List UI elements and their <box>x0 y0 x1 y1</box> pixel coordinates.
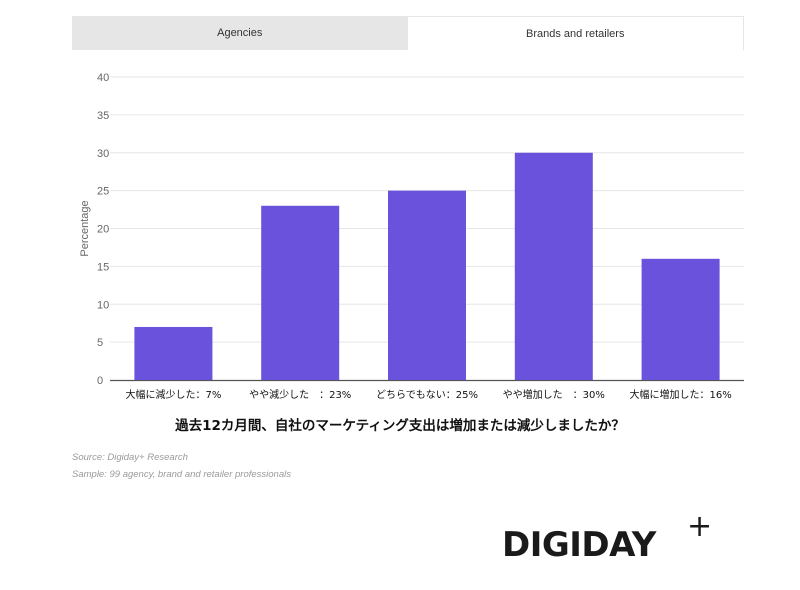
y-tick-label: 40 <box>97 72 109 84</box>
x-tick-label: 大幅に増加した：16% <box>629 388 731 401</box>
bar <box>514 152 593 380</box>
y-tick-label: 10 <box>97 299 109 311</box>
x-tick-label: やや減少した ：23% <box>249 388 351 401</box>
bar <box>261 205 340 380</box>
y-tick-label: 35 <box>97 110 109 122</box>
y-tick-label: 30 <box>97 148 109 160</box>
y-tick-label: 0 <box>97 375 103 387</box>
bar <box>641 258 720 380</box>
y-tick-label: 5 <box>97 337 103 349</box>
sample-note: Sample: 99 agency, brand and retailer pr… <box>72 469 291 480</box>
source-note: Source: Digiday+ Research <box>72 452 188 463</box>
bar <box>388 190 466 380</box>
digiday-logo: DIGIDAY <box>502 525 656 565</box>
digiday-plus-icon: + <box>687 509 713 544</box>
y-tick-label: 15 <box>97 261 109 273</box>
y-tick-label: 20 <box>97 224 109 236</box>
tab-agencies[interactable]: Agencies <box>72 16 408 50</box>
x-tick-label: やや増加した ：30% <box>503 388 605 401</box>
x-tick-label: 大幅に減少した：7% <box>125 388 221 401</box>
y-axis-label: Percentage <box>79 200 91 256</box>
y-tick-label: 25 <box>97 186 109 198</box>
bar-chart: 0 5 10 15 20 25 30 35 40 Percentage 大幅に減少した：7% やや減少… <box>79 72 744 401</box>
tab-brands-and-retailers[interactable]: Brands and retailers <box>407 16 744 50</box>
chart-title: 過去12カ月間、自社のマーケティング支出は増加または減少しましたか？ <box>175 418 625 434</box>
x-tick-label: どちらでもない：25% <box>376 389 478 401</box>
bar <box>134 326 213 380</box>
segment-tabs: Agencies Brands and retailers <box>72 16 744 50</box>
